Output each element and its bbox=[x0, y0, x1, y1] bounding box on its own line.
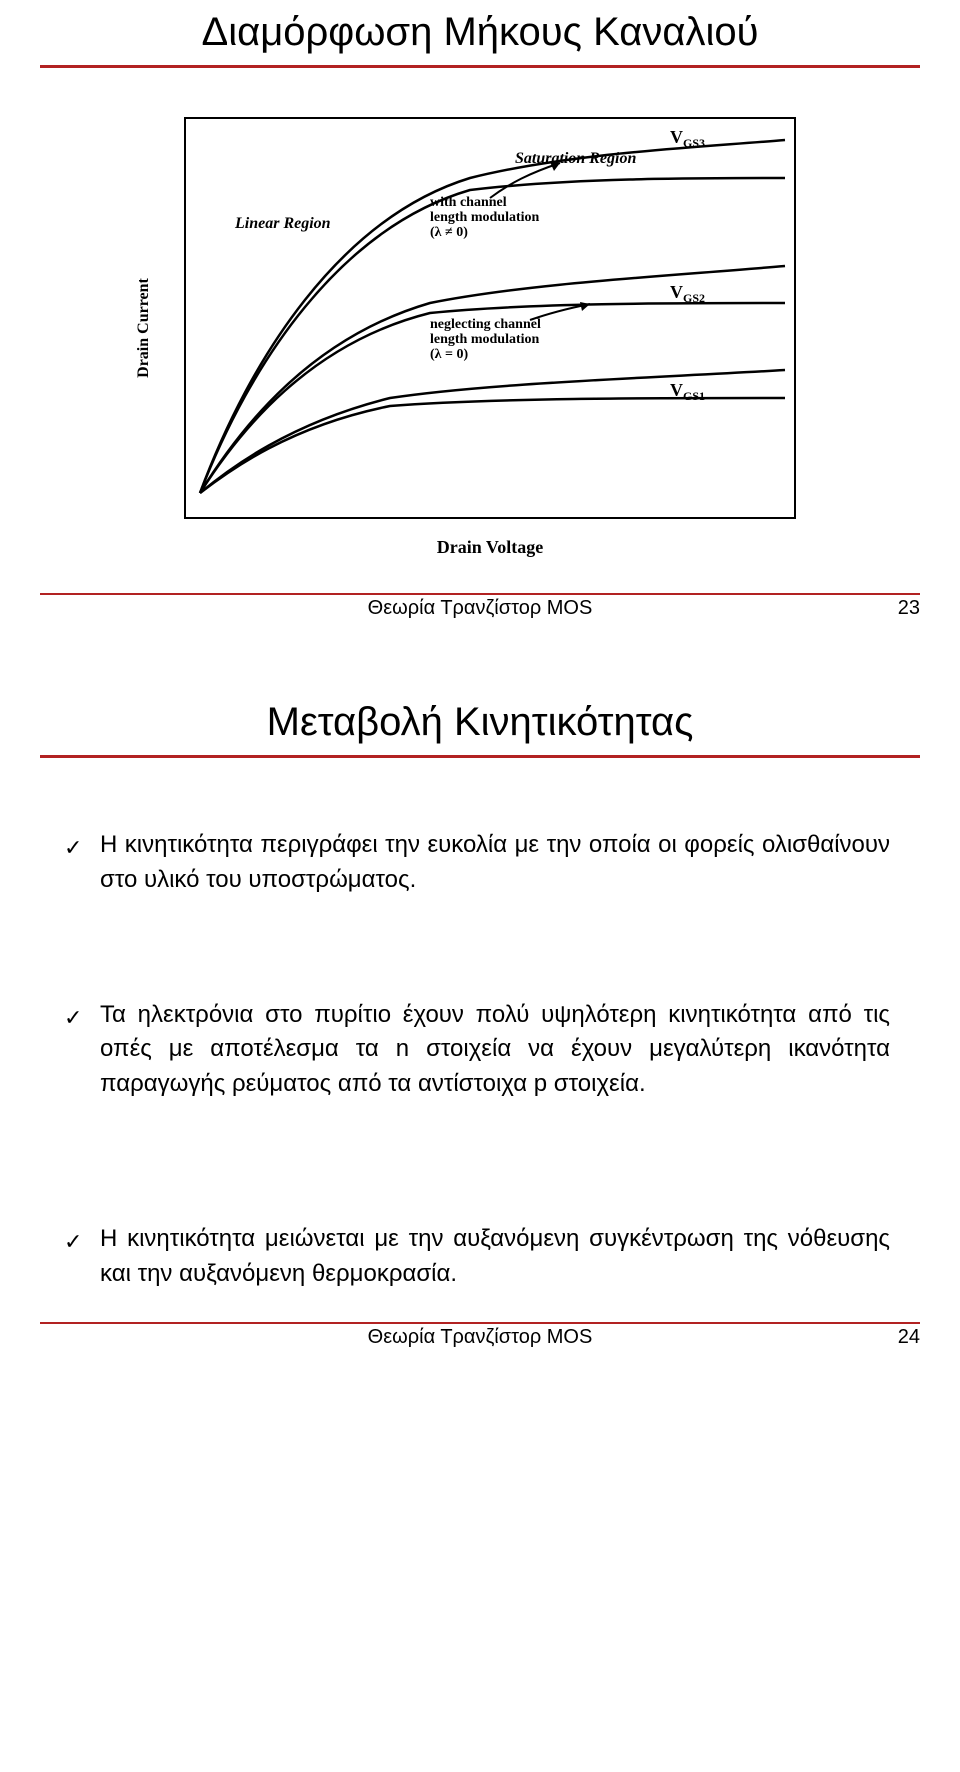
linear-region-label: Linear Region bbox=[234, 215, 331, 232]
para-2-text: Τα ηλεκτρόνια στο πυρίτιο έχουν πολύ υψη… bbox=[100, 998, 890, 1102]
para-3-text: Η κινητικότητα μειώνεται με την αυξανόμε… bbox=[100, 1222, 890, 1292]
para-2: ✓ Τα ηλεκτρόνια στο πυρίτιο έχουν πολύ υ… bbox=[100, 998, 890, 1102]
title-block-2: Μεταβολή Κινητικότητας bbox=[40, 700, 920, 758]
page-number-1: 23 bbox=[860, 597, 920, 620]
slide-1: Διαμόρφωση Μήκους Καναλιού Drain Current… bbox=[0, 10, 960, 630]
para-1-text: Η κινητικότητα περιγράφει την ευκολία με… bbox=[100, 828, 890, 898]
footer-2: Θεωρία Τρανζίστορ MOS 24 bbox=[40, 1324, 920, 1359]
title-block-1: Διαμόρφωση Μήκους Καναλιού bbox=[40, 10, 920, 68]
footer-text-1: Θεωρία Τρανζίστορ MOS bbox=[100, 597, 860, 620]
footer-text-2: Θεωρία Τρανζίστορ MOS bbox=[100, 1326, 860, 1349]
slide-2: Μεταβολή Κινητικότητας ✓ Η κινητικότητα … bbox=[0, 650, 960, 1359]
x-axis-label: Drain Voltage bbox=[437, 537, 544, 557]
title-rule-1 bbox=[40, 65, 920, 68]
check-icon: ✓ bbox=[64, 832, 82, 864]
page-number-2: 24 bbox=[860, 1326, 920, 1349]
para-3: ✓ Η κινητικότητα μειώνεται με την αυξανό… bbox=[100, 1222, 890, 1292]
check-icon: ✓ bbox=[64, 1226, 82, 1258]
footer-1: Θεωρία Τρανζίστορ MOS 23 bbox=[40, 595, 920, 630]
y-axis-label: Drain Current bbox=[135, 277, 152, 377]
chart-container: Drain Current Drain Voltage Linear Regio… bbox=[130, 98, 830, 583]
para-1: ✓ Η κινητικότητα περιγράφει την ευκολία … bbox=[100, 828, 890, 898]
check-icon: ✓ bbox=[64, 1002, 82, 1034]
title-1: Διαμόρφωση Μήκους Καναλιού bbox=[181, 10, 778, 61]
saturation-region-label: Saturation Region bbox=[515, 150, 636, 167]
title-2: Μεταβολή Κινητικότητας bbox=[247, 700, 714, 751]
iv-chart: Drain Current Drain Voltage Linear Regio… bbox=[130, 98, 830, 578]
